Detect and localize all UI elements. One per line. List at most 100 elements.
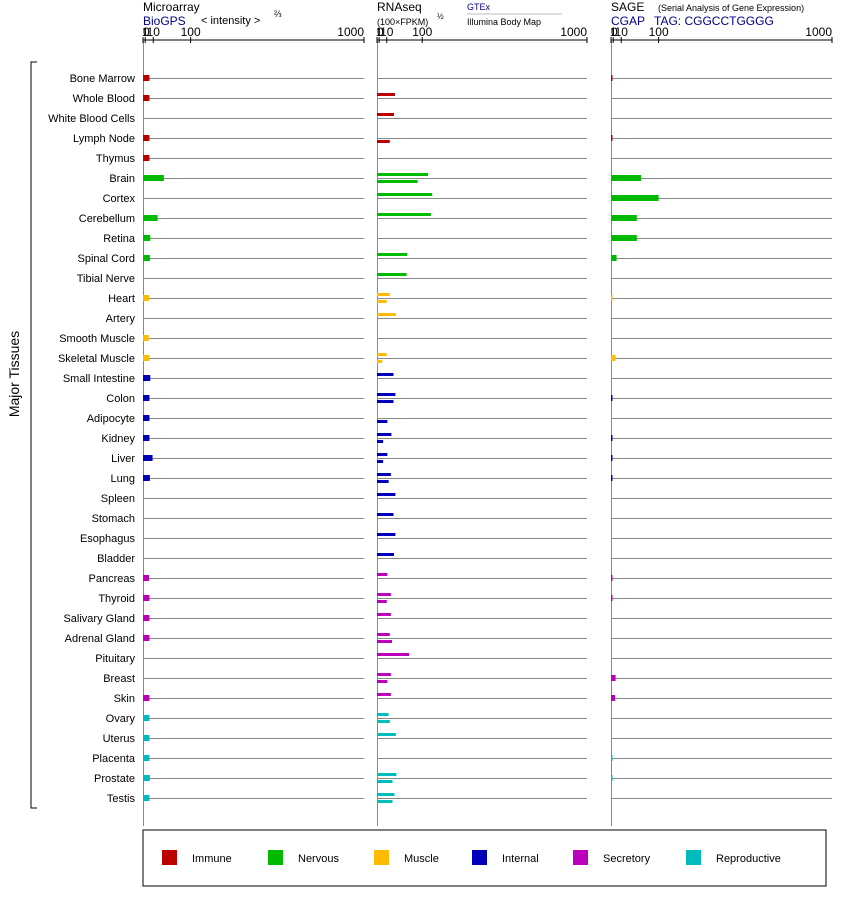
tissue-label: White Blood Cells bbox=[48, 113, 135, 125]
sage-bar bbox=[611, 295, 613, 301]
gtex-bar bbox=[377, 653, 410, 656]
gtex-bar bbox=[377, 633, 390, 636]
tissue-label: Small Intestine bbox=[63, 373, 135, 385]
microarray-bar bbox=[143, 715, 150, 721]
sage-tick-label: 100 bbox=[649, 25, 669, 39]
microarray-tick-label: 100 bbox=[181, 25, 201, 39]
gtex-bar bbox=[377, 793, 395, 796]
microarray-tick-label: 1 bbox=[142, 25, 149, 39]
sage-tick-label: 10 bbox=[615, 25, 629, 39]
legend-label-secretory: Secretory bbox=[603, 853, 651, 865]
gtex-bar bbox=[377, 293, 390, 296]
gtex-bar bbox=[377, 573, 388, 576]
gtex-bar bbox=[377, 113, 394, 116]
microarray-bar bbox=[143, 335, 149, 341]
microarray-bar bbox=[143, 595, 150, 601]
legend-swatch-internal bbox=[472, 850, 487, 865]
tissue-label: Cerebellum bbox=[79, 213, 135, 225]
legend-swatch-muscle bbox=[374, 850, 389, 865]
gtex-bar bbox=[377, 93, 395, 96]
microarray-bar bbox=[143, 635, 150, 641]
sage-bar bbox=[611, 755, 613, 761]
sage-bar bbox=[611, 255, 617, 261]
legend-swatch-reproductive bbox=[686, 850, 701, 865]
sage-bar bbox=[611, 215, 637, 221]
tissue-label: Uterus bbox=[103, 733, 136, 745]
sage-title: SAGE bbox=[611, 0, 644, 14]
gtex-bar bbox=[377, 673, 391, 676]
rnaseq-title: RNAseq bbox=[377, 0, 422, 14]
microarray-bar bbox=[143, 235, 151, 241]
sage-bar bbox=[611, 175, 641, 181]
sage-tick-label: 1000 bbox=[805, 25, 832, 39]
tissue-label: Pancreas bbox=[89, 573, 136, 585]
sage-bar bbox=[611, 675, 616, 681]
microarray-bar bbox=[143, 155, 150, 161]
ibm-bar bbox=[377, 600, 387, 603]
sage-tick-label: 0 bbox=[611, 25, 618, 39]
gtex-bar bbox=[377, 193, 433, 196]
microarray-tick-label: 1000 bbox=[337, 25, 364, 39]
sage-bar bbox=[611, 235, 637, 241]
rnaseq-exponent: ½ bbox=[437, 12, 444, 21]
microarray-bar bbox=[143, 735, 150, 741]
rnaseq-tick-label: 10 bbox=[380, 25, 394, 39]
tissue-label: Ovary bbox=[106, 713, 136, 725]
tissue-label: Spinal Cord bbox=[78, 253, 135, 265]
tissue-label: Skin bbox=[114, 693, 135, 705]
gtex-bar bbox=[377, 593, 391, 596]
tissue-label: Bladder bbox=[97, 553, 135, 565]
microarray-subtitle: < intensity > bbox=[201, 15, 260, 27]
gtex-bar bbox=[377, 453, 388, 456]
ibm-bar bbox=[377, 640, 392, 643]
ibm-bar bbox=[377, 480, 389, 483]
tissue-label: Stomach bbox=[92, 513, 135, 525]
ibm-bar bbox=[377, 680, 388, 683]
rnaseq-subtitle: (100×FPKM) bbox=[377, 17, 428, 27]
tissue-label: Adrenal Gland bbox=[65, 633, 135, 645]
tissue-label: Lung bbox=[111, 473, 135, 485]
sage-bar bbox=[611, 455, 613, 461]
microarray-source: BioGPS bbox=[143, 14, 186, 28]
ibm-bar bbox=[377, 780, 393, 783]
tissue-label: Cortex bbox=[103, 193, 136, 205]
gtex-bar bbox=[377, 433, 392, 436]
microarray-bar bbox=[143, 435, 150, 441]
microarray-bar bbox=[143, 375, 151, 381]
microarray-bar bbox=[143, 135, 150, 141]
ibm-bar bbox=[377, 300, 387, 303]
tissue-label: Brain bbox=[109, 173, 135, 185]
sage-bar bbox=[611, 435, 613, 441]
microarray-bar bbox=[143, 775, 150, 781]
sage-bar bbox=[611, 695, 616, 701]
legend-label-nervous: Nervous bbox=[298, 853, 339, 865]
microarray-bar bbox=[143, 355, 150, 361]
gtex-bar bbox=[377, 613, 391, 616]
microarray-bar bbox=[143, 695, 150, 701]
ibm-bar bbox=[377, 140, 390, 143]
sage-bar bbox=[611, 575, 613, 581]
ibm-bar bbox=[377, 460, 384, 463]
sage-bar bbox=[611, 135, 613, 141]
microarray-bar bbox=[143, 75, 150, 81]
ibm-bar bbox=[377, 720, 390, 723]
rnaseq-tick-label: 1 bbox=[376, 25, 383, 39]
legend-swatch-secretory bbox=[573, 850, 588, 865]
gtex-bar bbox=[377, 253, 408, 256]
microarray-bar bbox=[143, 415, 150, 421]
gtex-bar bbox=[377, 373, 394, 376]
ibm-bar bbox=[377, 360, 383, 363]
gtex-bar bbox=[377, 353, 387, 356]
microarray-bar bbox=[143, 395, 150, 401]
microarray-bar bbox=[143, 475, 150, 481]
microarray-bar bbox=[143, 455, 153, 461]
sage-source: CGAP bbox=[611, 14, 645, 28]
gtex-bar bbox=[377, 693, 391, 696]
microarray-title: Microarray bbox=[143, 0, 200, 14]
tissue-label: Skeletal Muscle bbox=[58, 353, 135, 365]
sage-bar bbox=[611, 195, 659, 201]
ibm-bar bbox=[377, 180, 418, 183]
microarray-bar bbox=[143, 615, 150, 621]
rnaseq-tick-label: 100 bbox=[412, 25, 432, 39]
